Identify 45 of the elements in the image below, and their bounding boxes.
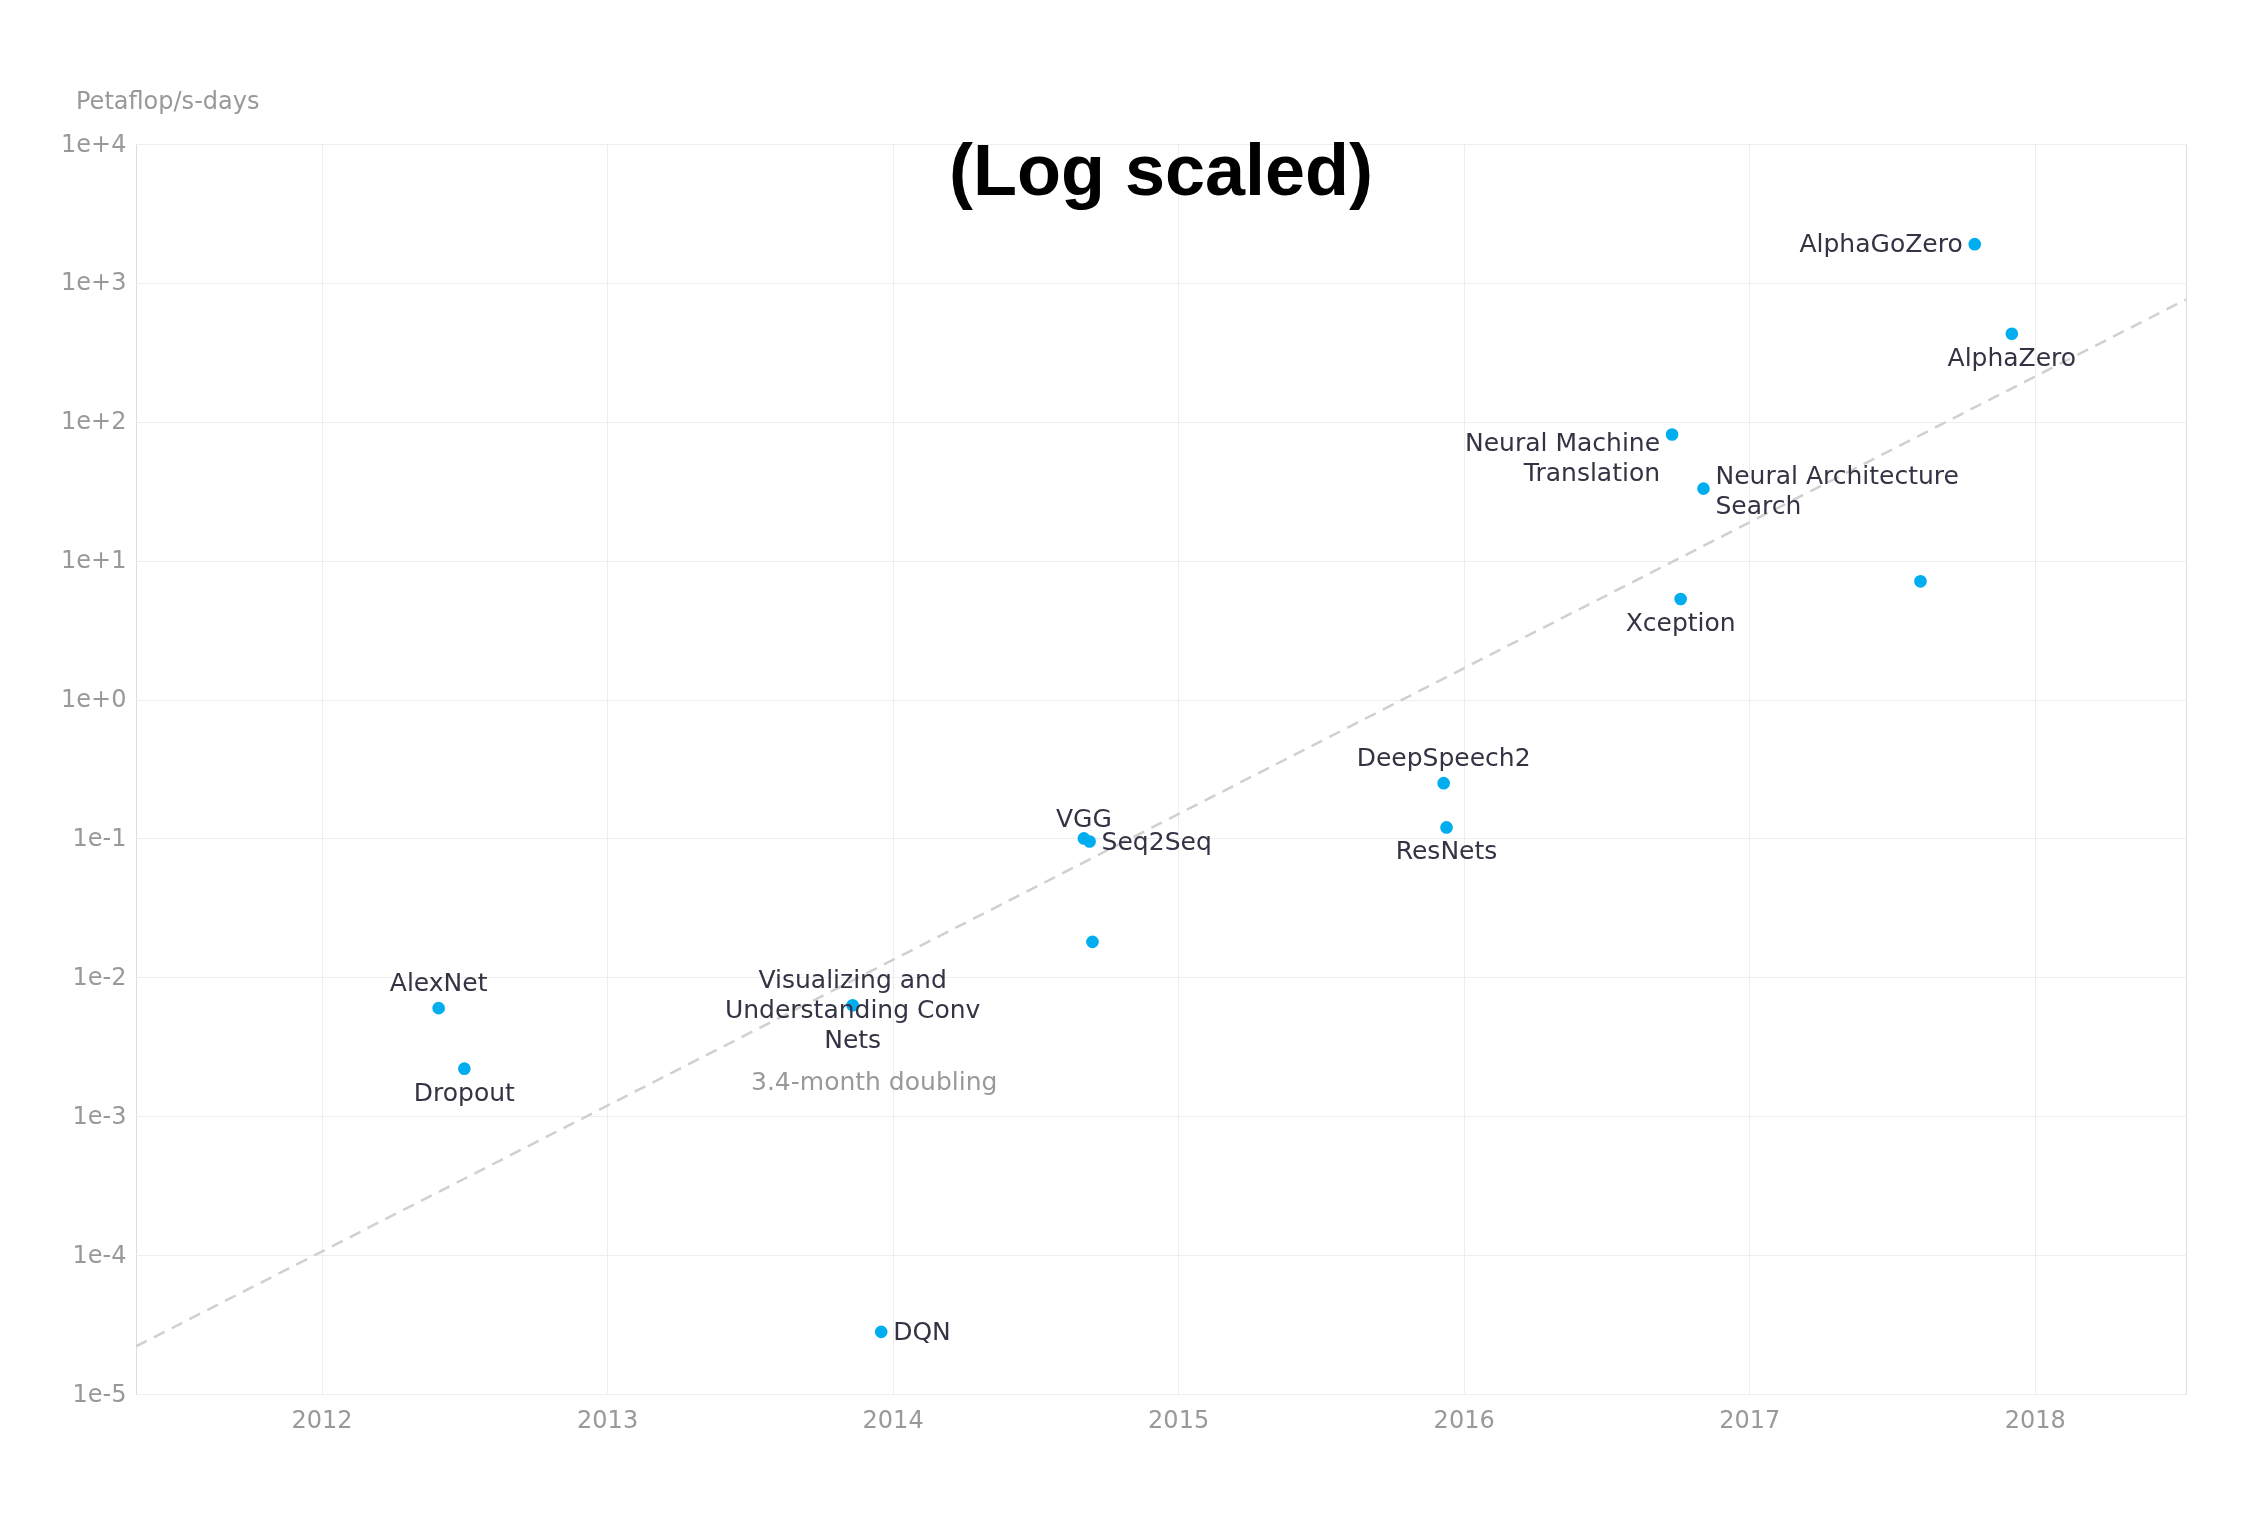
point	[2005, 327, 2019, 341]
annotation: Neural Machine Translation	[1464, 428, 1661, 488]
annotation: Neural Architecture Search	[1715, 460, 1959, 520]
x-tick-label: 2017	[1719, 1405, 1781, 1434]
point	[1440, 821, 1453, 834]
annotation: AlphaZero	[1947, 342, 2077, 372]
y-tick-label: 1e+2	[61, 407, 127, 436]
x-tick-label: 2016	[1433, 1405, 1495, 1434]
point	[1086, 935, 1099, 949]
point	[1437, 776, 1450, 790]
point	[1674, 592, 1687, 606]
y-tick-label: 1e-3	[72, 1101, 127, 1130]
y-tick-label: 1e+1	[61, 546, 127, 575]
annotation: Visualizing and Understanding Conv Nets	[724, 965, 981, 1055]
point	[1665, 428, 1679, 441]
y-tick-label: 1e+0	[61, 685, 127, 714]
annotation: AlphaGoZero	[1799, 229, 1963, 259]
y-tick-label: 1e+4	[61, 129, 127, 158]
x-tick-label: 2015	[1148, 1405, 1210, 1434]
point	[874, 1325, 888, 1339]
x-tick-label: 2012	[291, 1405, 353, 1434]
annotation: AlexNet	[389, 968, 488, 998]
chart-title: (Log scaled)	[948, 130, 1374, 210]
annotation: Seq2Seq	[1101, 826, 1212, 856]
annotation: DeepSpeech2	[1356, 743, 1531, 773]
point	[1914, 575, 1927, 588]
annotation: DQN	[893, 1316, 951, 1346]
point	[1083, 835, 1096, 848]
point	[1697, 482, 1710, 495]
annotation: Xception	[1625, 607, 1736, 637]
point	[458, 1062, 471, 1075]
point	[432, 1001, 445, 1015]
y-tick-label: 1e-5	[72, 1379, 127, 1408]
x-tick-label: 2013	[577, 1405, 639, 1434]
y-tick-label: 1e-1	[72, 823, 127, 852]
annotation: ResNets	[1395, 836, 1498, 866]
y-tick-label: 1e-4	[72, 1240, 127, 1269]
point	[1968, 237, 1982, 251]
y-tick-label: 1e-2	[72, 962, 127, 991]
y-axis-title: Petaflop/s-days	[76, 87, 260, 115]
x-tick-label: 2018	[2004, 1405, 2066, 1434]
x-tick-label: 2014	[862, 1405, 924, 1434]
y-tick-label: 1e+3	[61, 268, 127, 297]
series-label: 3.4-month doubling	[751, 1067, 998, 1097]
annotation: Dropout	[413, 1077, 516, 1107]
